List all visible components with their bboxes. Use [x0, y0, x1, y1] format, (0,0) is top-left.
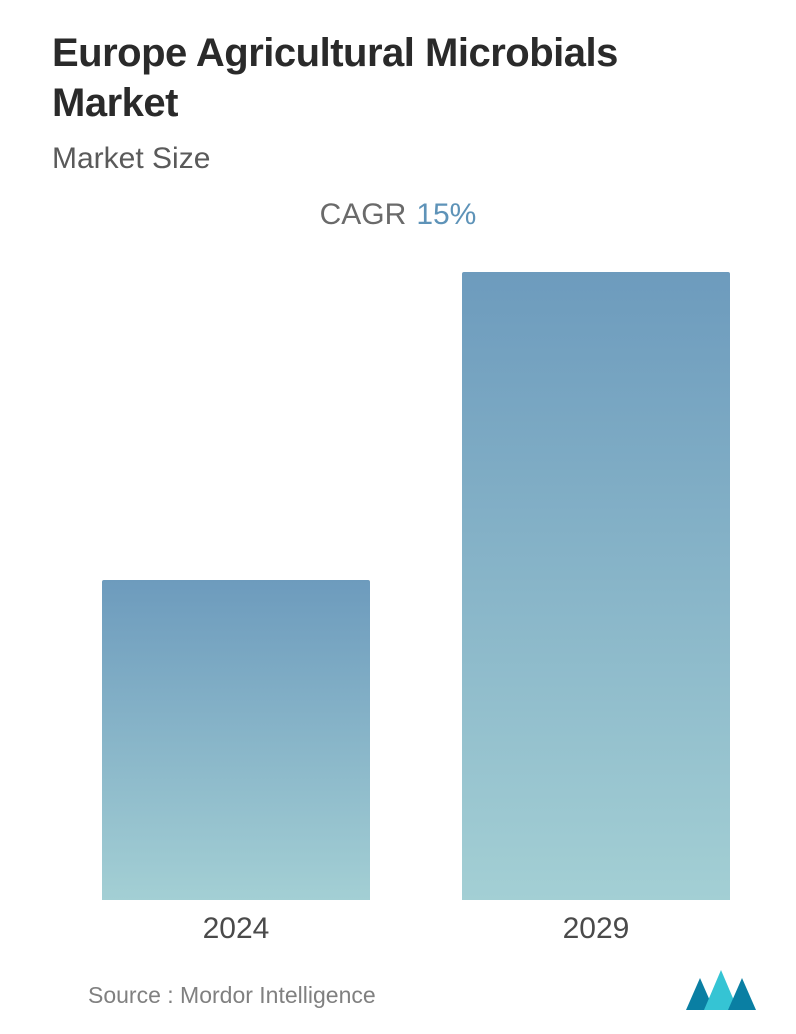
cagr-label: CAGR [320, 198, 407, 231]
bar-2029 [462, 272, 730, 900]
mordor-logo-icon [686, 970, 756, 1010]
chart-title: Europe Agricultural Microbials Market [52, 28, 652, 128]
source-attribution: Source : Mordor Intelligence [88, 982, 376, 1009]
bar-label-2024: 2024 [176, 912, 296, 946]
chart-subtitle: Market Size [52, 142, 210, 176]
bar-label-2029: 2029 [536, 912, 656, 946]
cagr-row: CAGR 15% [0, 198, 796, 232]
bar-chart [52, 260, 744, 900]
bar-2024 [102, 580, 370, 900]
cagr-value: 15% [416, 198, 476, 231]
